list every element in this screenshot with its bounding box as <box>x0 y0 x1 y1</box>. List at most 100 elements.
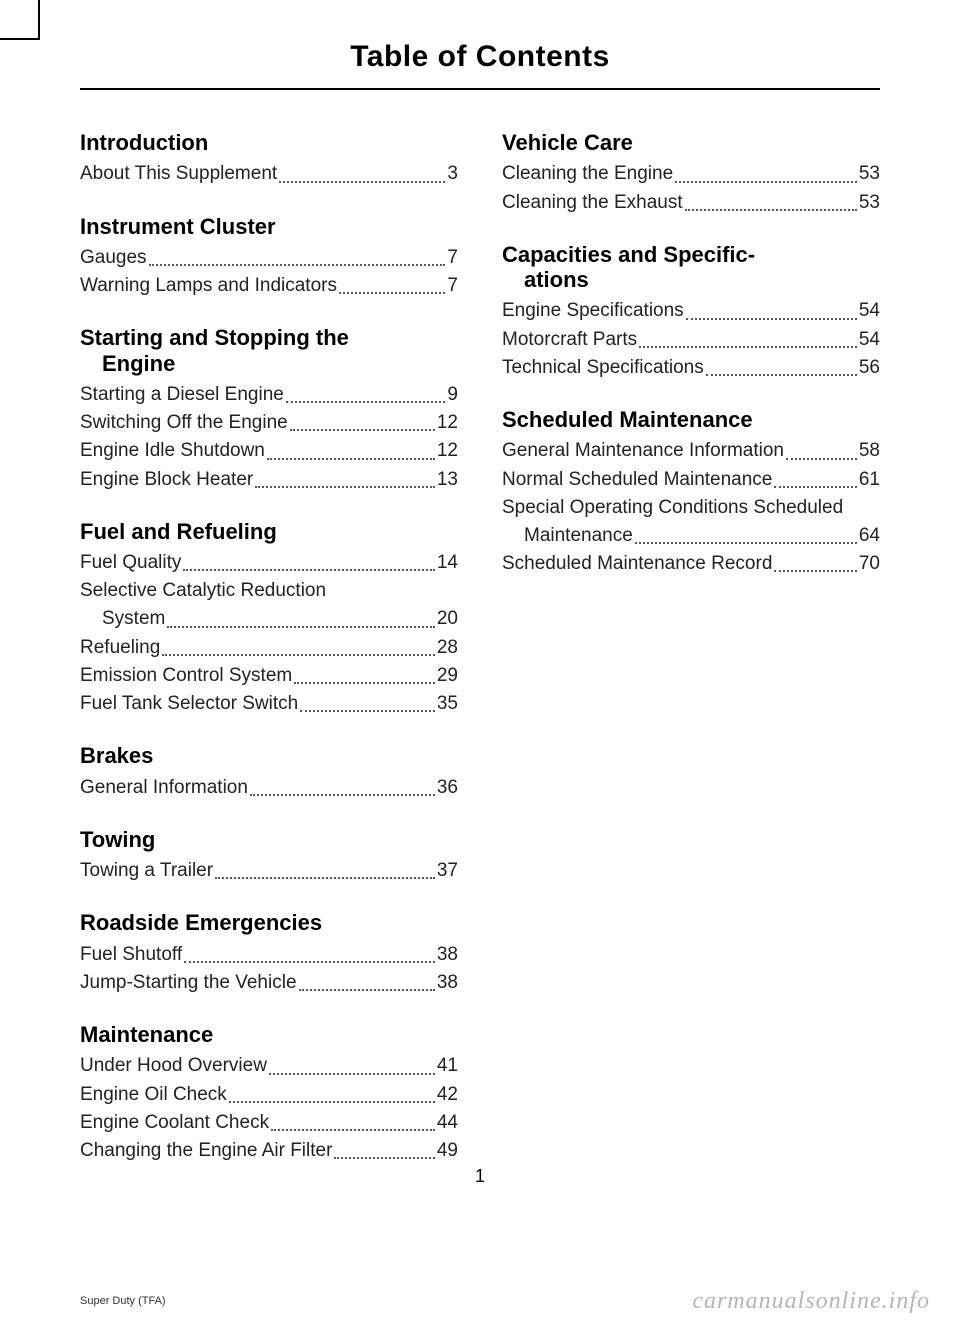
toc-entry: Scheduled Maintenance Record70 <box>502 551 880 577</box>
leader-dots <box>229 1101 435 1103</box>
entry-label-cont: System <box>80 606 165 632</box>
entry-label: Gauges <box>80 245 147 271</box>
entry-page: 9 <box>447 382 458 408</box>
leader-dots <box>294 682 435 684</box>
entry-page: 37 <box>437 858 458 884</box>
entry-label: General Maintenance Information <box>502 438 784 464</box>
leader-dots <box>149 264 446 266</box>
entry-page: 42 <box>437 1082 458 1108</box>
section-heading: Towing <box>80 827 458 852</box>
section-heading: Fuel and Refueling <box>80 519 458 544</box>
toc-entry: Switching Off the Engine12 <box>80 410 458 436</box>
toc-section: BrakesGeneral Information36 <box>80 743 458 801</box>
entry-label: Engine Block Heater <box>80 467 253 493</box>
watermark: carmanualsonline.info <box>692 1288 930 1315</box>
toc-entry: Fuel Quality 14 <box>80 550 458 576</box>
toc-section: Roadside Emergencies Fuel Shutoff38Jump-S… <box>80 910 458 996</box>
entry-page: 36 <box>437 775 458 801</box>
toc-section: Vehicle CareCleaning the Engine53Cleanin… <box>502 130 880 216</box>
section-heading: Maintenance <box>80 1022 458 1047</box>
section-heading: Vehicle Care <box>502 130 880 155</box>
leader-dots <box>685 209 857 211</box>
toc-entry: General Maintenance Information 58 <box>502 438 880 464</box>
entry-label: Fuel Quality <box>80 550 181 576</box>
entry-page: 38 <box>437 942 458 968</box>
entry-page: 20 <box>437 606 458 632</box>
page: Table of Contents IntroductionAbout This… <box>0 0 960 1337</box>
toc-entry: Jump-Starting the Vehicle 38 <box>80 970 458 996</box>
toc-section: Scheduled Maintenance General Maintenance… <box>502 407 880 577</box>
section-heading-cont: ations <box>502 267 880 292</box>
leader-dots <box>686 318 857 320</box>
section-heading: Capacities and Specific-ations <box>502 242 880 293</box>
toc-entry: Engine Specifications54 <box>502 298 880 324</box>
entry-page: 61 <box>859 467 880 493</box>
leader-dots <box>300 710 435 712</box>
toc-entry: General Information 36 <box>80 775 458 801</box>
leader-dots <box>267 458 435 460</box>
toc-entry: Changing the Engine Air Filter49 <box>80 1138 458 1164</box>
entry-label: Jump-Starting the Vehicle <box>80 970 297 996</box>
entry-label: Engine Idle Shutdown <box>80 438 265 464</box>
toc-columns: IntroductionAbout This Supplement3Instru… <box>80 130 880 1190</box>
leader-dots <box>774 486 856 488</box>
toc-entry: Fuel Shutoff38 <box>80 942 458 968</box>
entry-page: 64 <box>859 523 880 549</box>
entry-page: 54 <box>859 327 880 353</box>
entry-label: Changing the Engine Air Filter <box>80 1138 332 1164</box>
leader-dots <box>339 292 445 294</box>
section-heading: Roadside Emergencies <box>80 910 458 935</box>
entry-page: 3 <box>447 161 458 187</box>
entry-page: 58 <box>859 438 880 464</box>
leader-dots <box>183 569 434 571</box>
entry-page: 28 <box>437 635 458 661</box>
leader-dots <box>184 961 435 963</box>
entry-label: Refueling <box>80 635 160 661</box>
leader-dots <box>774 570 856 572</box>
toc-column-right: Vehicle CareCleaning the Engine53Cleanin… <box>502 130 880 1190</box>
toc-entry: Engine Idle Shutdown12 <box>80 438 458 464</box>
toc-entry-cont: Maintenance 64 <box>502 523 880 549</box>
entry-page: 44 <box>437 1110 458 1136</box>
entry-page: 56 <box>859 355 880 381</box>
entry-label: Scheduled Maintenance Record <box>502 551 772 577</box>
leader-dots <box>167 626 435 628</box>
toc-entry: Normal Scheduled Maintenance61 <box>502 467 880 493</box>
entry-page: 53 <box>859 190 880 216</box>
leader-dots <box>299 989 435 991</box>
toc-entry: Cleaning the Engine 53 <box>502 161 880 187</box>
toc-entry: Under Hood Overview41 <box>80 1053 458 1079</box>
entry-label-cont: Maintenance <box>502 523 633 549</box>
toc-entry: Engine Oil Check42 <box>80 1082 458 1108</box>
toc-entry: Technical Specifications56 <box>502 355 880 381</box>
leader-dots <box>250 794 435 796</box>
section-heading: Scheduled Maintenance <box>502 407 880 432</box>
toc-entry: Special Operating Conditions Scheduled <box>502 495 880 521</box>
toc-entry: Cleaning the Exhaust53 <box>502 190 880 216</box>
toc-entry: Motorcraft Parts 54 <box>502 327 880 353</box>
entry-page: 7 <box>447 273 458 299</box>
toc-section: Capacities and Specific-ations Engine Spe… <box>502 242 880 381</box>
entry-page: 53 <box>859 161 880 187</box>
leader-dots <box>639 346 857 348</box>
toc-column-left: IntroductionAbout This Supplement3Instru… <box>80 130 458 1190</box>
entry-page: 54 <box>859 298 880 324</box>
entry-label: About This Supplement <box>80 161 277 187</box>
entry-label: General Information <box>80 775 248 801</box>
entry-label: Switching Off the Engine <box>80 410 288 436</box>
toc-entry: Refueling 28 <box>80 635 458 661</box>
page-title: Table of Contents <box>80 40 880 90</box>
toc-entry: Gauges7 <box>80 245 458 271</box>
toc-entry: Engine Block Heater 13 <box>80 467 458 493</box>
toc-entry: Selective Catalytic Reduction <box>80 578 458 604</box>
toc-entry: About This Supplement 3 <box>80 161 458 187</box>
entry-page: 14 <box>437 550 458 576</box>
page-number: 1 <box>0 1166 960 1187</box>
entry-label: Cleaning the Engine <box>502 161 673 187</box>
entry-label: Emission Control System <box>80 663 292 689</box>
leader-dots <box>279 181 445 183</box>
entry-page: 38 <box>437 970 458 996</box>
entry-label: Under Hood Overview <box>80 1053 267 1079</box>
entry-label: Motorcraft Parts <box>502 327 637 353</box>
entry-page: 13 <box>437 467 458 493</box>
